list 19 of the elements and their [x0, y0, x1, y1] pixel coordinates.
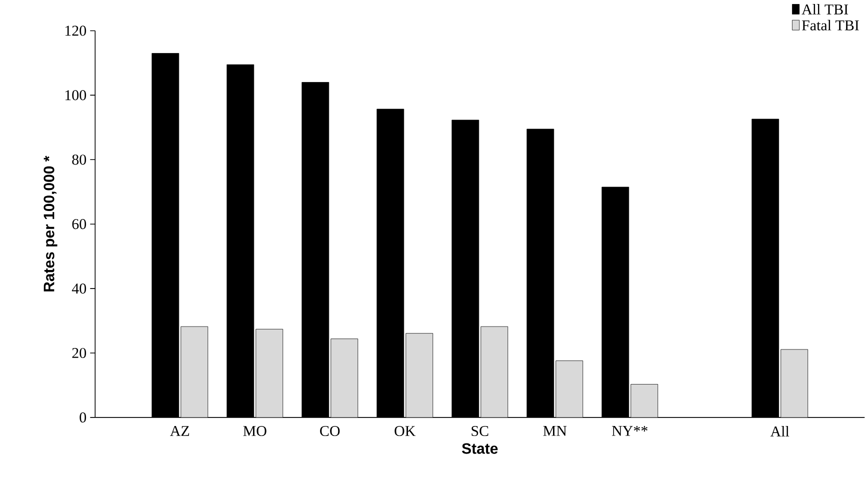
y-tick-label: 0	[80, 412, 86, 423]
x-tick-label: All	[770, 426, 790, 437]
legend-label: Fatal TBI	[802, 20, 859, 31]
y-tick-label: 60	[72, 219, 86, 230]
x-tick-label: OK	[394, 426, 416, 436]
x-tick-label: SC	[472, 426, 488, 436]
y-tick-label: 80	[72, 154, 86, 165]
x-tick-label: MO	[243, 426, 266, 436]
y-tick-label: 120	[65, 26, 86, 36]
x-tick-label: MN	[543, 426, 567, 436]
x-tick-label: AZ	[170, 426, 190, 436]
y-tick-label: 40	[72, 284, 86, 294]
x-axis-title: State	[462, 443, 498, 454]
y-tick-label: 100	[65, 90, 86, 100]
legend-label: All TBI	[802, 4, 848, 15]
x-tick-label: NY**	[612, 426, 648, 436]
y-tick-label: 20	[72, 348, 86, 358]
y-axis-title: Rates per 100,000 *	[44, 156, 58, 292]
x-tick-label: CO	[320, 426, 340, 436]
